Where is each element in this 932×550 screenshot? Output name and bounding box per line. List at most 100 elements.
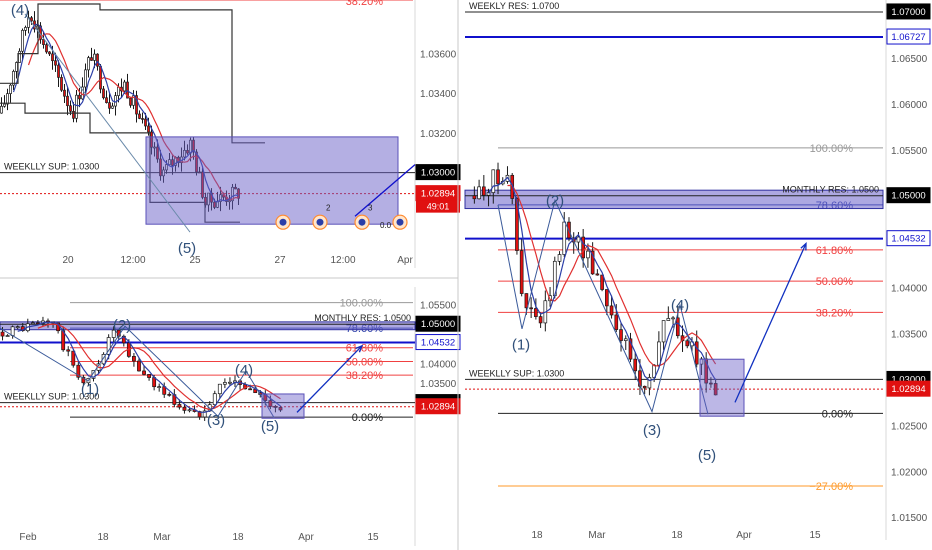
x-tick-label: 27 — [274, 255, 286, 266]
x-tick-label: Mar — [153, 532, 171, 543]
candle-body — [248, 388, 253, 391]
target-zone — [261, 393, 305, 419]
x-tick-label: 18 — [671, 530, 683, 541]
candle-body — [147, 125, 150, 133]
candle-body — [24, 27, 27, 31]
candle-body — [15, 326, 20, 329]
wave-label: (1) — [512, 337, 530, 354]
candle-body — [202, 410, 207, 418]
candle-body — [595, 273, 600, 276]
y-tick-label: 1.06000 — [891, 100, 928, 111]
candle-body — [137, 360, 141, 372]
fib-label: 38.20% — [346, 0, 384, 8]
monthly-res-zone — [464, 189, 884, 210]
candle-body — [713, 383, 718, 396]
arrow-head-icon — [355, 344, 364, 353]
candle-body — [222, 382, 227, 385]
price-tag-label: 1.07000 — [891, 7, 925, 18]
candle-body — [619, 329, 623, 341]
candle-body — [72, 110, 75, 119]
x-tick-label: 25 — [189, 255, 201, 266]
wave-label: (3) — [643, 422, 661, 439]
candle-body — [21, 29, 24, 52]
target-zone — [145, 136, 399, 225]
candle-body — [647, 377, 652, 389]
projection-arrow — [354, 164, 416, 217]
event-flag-icon — [396, 218, 404, 226]
moving-average-red — [37, 323, 281, 411]
y-tick-label: 1.03200 — [420, 129, 457, 140]
candle-body — [54, 60, 57, 66]
price-tag — [415, 398, 461, 415]
fib-label: 50.00% — [346, 356, 384, 368]
candle-body — [15, 62, 18, 72]
candle-body — [42, 39, 45, 46]
wave-label: (3) — [207, 412, 225, 429]
candle-body — [63, 89, 66, 97]
fib-label: 0.00% — [822, 408, 853, 420]
price-tag-label: 1.05000 — [891, 191, 925, 202]
candle-body — [0, 105, 3, 114]
candle-body — [123, 81, 126, 92]
price-tag-label: 1.06727 — [891, 32, 925, 43]
x-tick-label: 18 — [232, 532, 244, 543]
candle-body — [132, 95, 135, 106]
candle-body — [9, 84, 12, 94]
candle-body — [48, 51, 51, 55]
candle-body — [75, 94, 78, 119]
event-flag-icon — [279, 218, 287, 226]
y-tick-label: 1.04000 — [891, 284, 928, 295]
candle-body — [144, 118, 147, 127]
x-tick-label: 15 — [809, 530, 821, 541]
candle-body — [472, 195, 477, 200]
panel-top-left: 1.03600 1.03400 1.03200 20 12:00 25 27 12:00 Apr… — [0, 0, 461, 268]
candle-body — [51, 53, 54, 62]
wave-label: (5) — [698, 447, 716, 464]
fib-label: 50.00% — [816, 276, 854, 288]
monthly-res-zone — [0, 321, 416, 331]
candle-body — [0, 331, 5, 337]
wave-label: (1) — [81, 381, 99, 398]
y-tick-label: 1.02000 — [891, 467, 928, 478]
price-tag — [415, 334, 461, 351]
price-tag — [886, 230, 931, 247]
candle-body — [657, 341, 661, 366]
candle-body — [105, 97, 108, 104]
event-count: 3 — [368, 203, 373, 212]
x-tick-label: 12:00 — [120, 255, 145, 266]
level-label: WEEKLY RES: 1.0700 — [469, 1, 559, 11]
candle-body — [157, 386, 162, 388]
candle-body — [87, 57, 90, 71]
candle-body — [709, 382, 713, 385]
candle-body — [111, 329, 116, 338]
candle-body — [586, 250, 590, 259]
candle-body — [84, 69, 87, 88]
candle-body — [30, 17, 33, 22]
candle-body — [623, 338, 628, 341]
price-tag-label: 1.03000 — [421, 168, 455, 179]
candle-body — [496, 169, 500, 185]
candle-body — [132, 356, 136, 362]
level-label: WEEKLLY SUP: 1.0300 — [4, 162, 99, 172]
candle-body — [491, 169, 496, 193]
candle-body — [524, 293, 529, 309]
fib-label: 38.20% — [816, 307, 854, 319]
fib-label: 100.00% — [810, 143, 854, 155]
candle-body — [138, 113, 141, 119]
x-tick-label: Apr — [397, 255, 413, 266]
fib-label: 38.20% — [346, 370, 384, 382]
candle-body — [57, 64, 60, 78]
candle-body — [633, 358, 638, 372]
candle-body — [81, 376, 86, 384]
wave-label: (4) — [11, 2, 29, 19]
candle-body — [675, 317, 680, 337]
candle-body — [106, 337, 111, 355]
fib-label: 100.00% — [340, 298, 384, 310]
candle-body — [482, 186, 486, 196]
candle-body — [102, 88, 105, 99]
price-tag-label: 1.02894 — [421, 402, 455, 413]
y-tick-label: 1.03500 — [891, 329, 928, 340]
candle-body — [114, 95, 117, 107]
y-tick-label: 1.03400 — [420, 89, 457, 100]
